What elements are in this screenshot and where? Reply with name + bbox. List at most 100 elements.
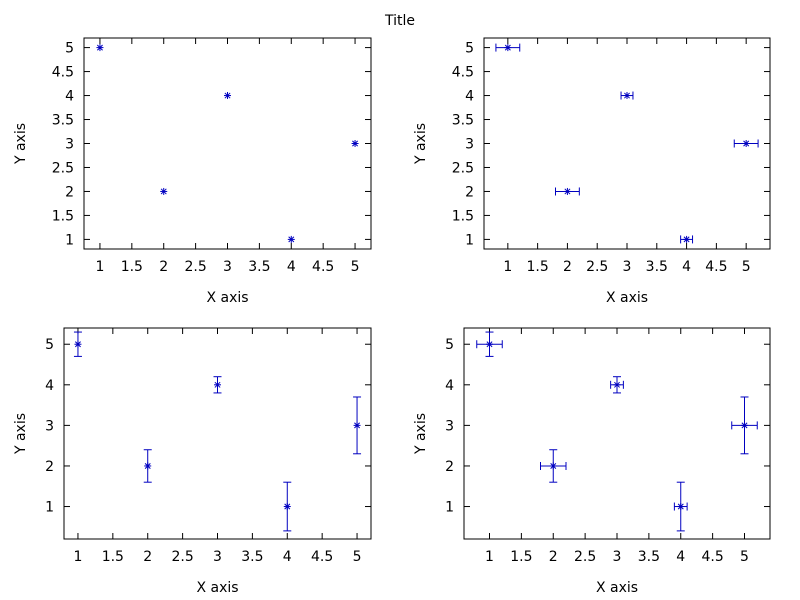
y-tick-label: 2 bbox=[45, 459, 54, 475]
y-tick-label: 1 bbox=[65, 232, 74, 248]
x-tick-label: 5 bbox=[740, 549, 749, 565]
y-tick-label: 5 bbox=[45, 337, 54, 353]
x-tick-label: 2.5 bbox=[586, 259, 608, 275]
y-axis-label: Y axis bbox=[13, 123, 29, 165]
x-tick-label: 2 bbox=[549, 549, 558, 565]
marker-stroke bbox=[741, 422, 748, 429]
x-tick-label: 4 bbox=[676, 549, 685, 565]
y-tick-label: 5 bbox=[65, 41, 74, 57]
y-tick-label: 4.5 bbox=[52, 65, 74, 81]
y-tick-label: 2 bbox=[445, 459, 454, 475]
x-tick-label: 3 bbox=[213, 549, 222, 565]
x-tick-label: 3 bbox=[613, 549, 622, 565]
x-axis-label: X axis bbox=[606, 290, 648, 306]
y-axis-label: Y axis bbox=[413, 123, 429, 165]
y-tick-label: 4 bbox=[65, 89, 74, 105]
y-tick-label: 5 bbox=[465, 41, 474, 57]
y-tick-label: 3.5 bbox=[452, 113, 474, 129]
data-point bbox=[733, 139, 759, 148]
y-tick-label: 2.5 bbox=[52, 160, 74, 176]
data-point bbox=[620, 91, 634, 100]
marker-stroke bbox=[486, 341, 493, 348]
y-tick-label: 2 bbox=[65, 184, 74, 200]
x-tick-label: 5 bbox=[353, 549, 362, 565]
x-tick-label: 4.5 bbox=[701, 549, 723, 565]
data-point bbox=[555, 187, 580, 196]
x-tick-label: 1.5 bbox=[510, 549, 532, 565]
marker-stroke bbox=[288, 236, 295, 243]
y-tick-label: 2.5 bbox=[452, 160, 474, 176]
marker-stroke bbox=[677, 503, 684, 510]
marker-stroke bbox=[564, 188, 571, 195]
x-tick-label: 1 bbox=[73, 549, 82, 565]
marker-stroke bbox=[354, 422, 361, 429]
y-tick-label: 4 bbox=[445, 378, 454, 394]
marker-stroke bbox=[504, 44, 511, 51]
data-point bbox=[287, 235, 295, 243]
x-tick-label: 4.5 bbox=[705, 259, 727, 275]
marker-stroke bbox=[160, 188, 167, 195]
chart-panel-4: 1 1.5 2 2.5 3 3.5 4 4.5 5 1 2 3 4 5 X axis Y axis bbox=[413, 327, 771, 596]
data-point bbox=[283, 481, 292, 532]
data-point bbox=[73, 331, 82, 357]
y-tick-label: 1 bbox=[45, 500, 54, 516]
x-tick-label: 3.5 bbox=[241, 549, 263, 565]
y-tick-label: 3 bbox=[465, 137, 474, 153]
y-axis-label: Y axis bbox=[13, 413, 29, 455]
y-tick-label: 4 bbox=[465, 89, 474, 105]
x-tick-label: 3 bbox=[223, 259, 232, 275]
chart-panel-1: 1 1.5 2 2.5 3 3.5 4 4.5 5 1 1.5 2 2.5 3 3.5 4 4.5 5 X axis… bbox=[13, 37, 372, 306]
panels: 1 1.5 2 2.5 3 3.5 4 4.5 5 1 1.5 2 2.5 3 3.5 4 4.5 5 X axis… bbox=[13, 37, 771, 596]
marker-stroke bbox=[550, 462, 557, 469]
y-tick-label: 3.5 bbox=[52, 113, 74, 129]
x-tick-label: 2.5 bbox=[184, 259, 206, 275]
y-tick-label: 3 bbox=[45, 418, 54, 434]
x-tick-label: 4 bbox=[682, 259, 691, 275]
x-tick-label: 2 bbox=[563, 259, 572, 275]
data-point bbox=[673, 481, 688, 532]
data-point bbox=[495, 43, 521, 52]
x-tick-label: 3.5 bbox=[646, 259, 668, 275]
y-tick-label: 3 bbox=[65, 137, 74, 153]
x-tick-label: 1.5 bbox=[102, 549, 124, 565]
y-tick-label: 5 bbox=[445, 337, 454, 353]
marker-stroke bbox=[96, 44, 103, 51]
x-axis-label: X axis bbox=[206, 290, 248, 306]
y-tick-label: 2 bbox=[465, 184, 474, 200]
data-point bbox=[540, 449, 567, 483]
data-point bbox=[351, 140, 359, 147]
data-point bbox=[476, 331, 503, 357]
data-point bbox=[160, 187, 168, 195]
figure-title: Title bbox=[384, 13, 415, 29]
x-tick-label: 3 bbox=[623, 259, 632, 275]
y-axis-label: Y axis bbox=[413, 413, 429, 455]
x-tick-label: 1.5 bbox=[121, 259, 143, 275]
x-tick-label: 2 bbox=[159, 259, 168, 275]
data-point bbox=[731, 396, 758, 455]
marker-stroke bbox=[74, 341, 81, 348]
marker-stroke bbox=[144, 462, 151, 469]
data-point bbox=[224, 92, 231, 100]
x-tick-label: 2.5 bbox=[574, 549, 596, 565]
x-tick-label: 3.5 bbox=[248, 259, 270, 275]
x-tick-label: 4.5 bbox=[312, 259, 334, 275]
x-tick-label: 1 bbox=[485, 549, 494, 565]
x-tick-label: 2.5 bbox=[171, 549, 193, 565]
x-tick-label: 3.5 bbox=[638, 549, 660, 565]
x-tick-label: 2 bbox=[143, 549, 152, 565]
marker-stroke bbox=[284, 503, 291, 510]
data-point bbox=[143, 449, 152, 483]
data-point bbox=[680, 235, 694, 244]
x-axis-label: X axis bbox=[196, 580, 238, 596]
y-tick-label: 4.5 bbox=[452, 65, 474, 81]
x-axis-label: X axis bbox=[596, 580, 638, 596]
x-tick-label: 5 bbox=[351, 259, 360, 275]
data-point bbox=[610, 376, 624, 394]
marker-stroke bbox=[743, 140, 750, 147]
x-tick-label: 1.5 bbox=[526, 259, 548, 275]
marker-stroke bbox=[352, 140, 359, 147]
chart-panel-3: 1 1.5 2 2.5 3 3.5 4 4.5 5 1 2 3 4 5 X axis Y axis bbox=[13, 327, 372, 596]
y-tick-label: 1 bbox=[445, 500, 454, 516]
